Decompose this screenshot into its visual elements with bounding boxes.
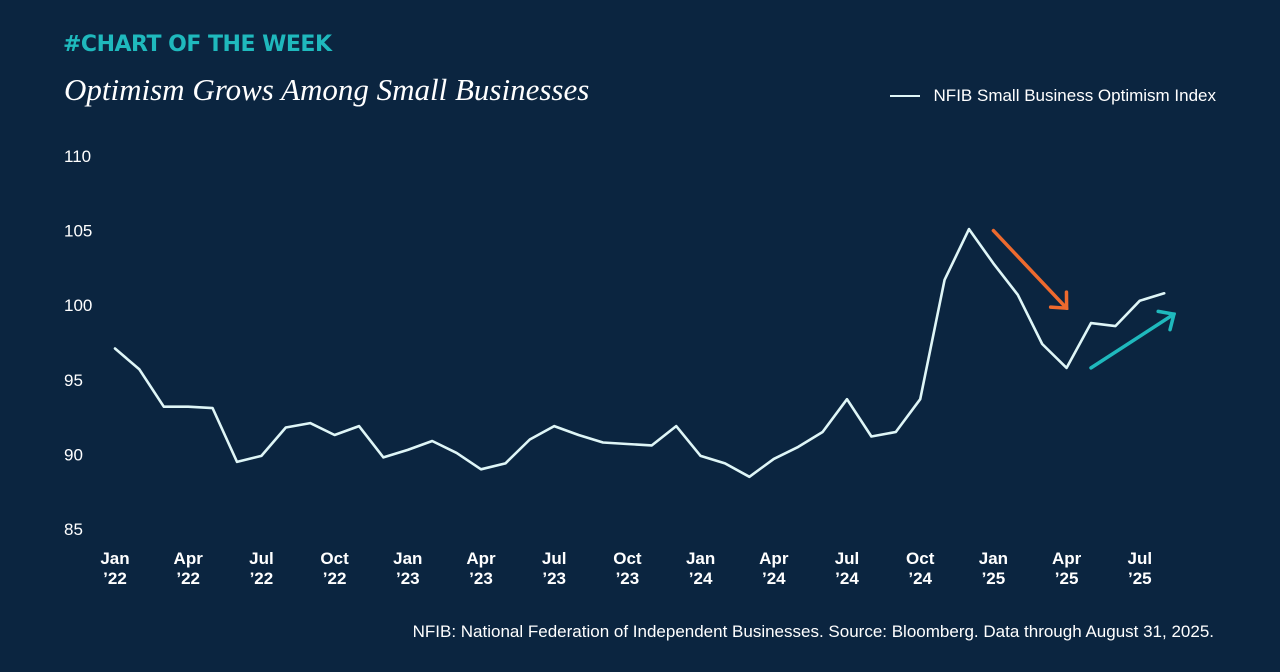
x-tick-label: Jan ’24 [686,549,715,588]
y-tick-label: 105 [64,222,92,241]
x-tick-label: Jul ’24 [835,549,860,588]
x-tick-label: Apr ’25 [1052,549,1082,588]
x-tick-label: Jan ’25 [979,549,1008,588]
x-tick-label: Apr ’23 [466,549,496,588]
legend-swatch [889,95,920,97]
series-line [113,227,1166,479]
y-tick-label: 110 [64,147,91,166]
chart-title: Optimism Grows Among Small Businesses [64,72,590,107]
y-tick-label: 95 [64,371,83,390]
x-tick-label: Jul ’23 [542,549,567,588]
x-tick-label: Jan ’22 [100,549,129,588]
x-tick-label: Jan ’23 [393,549,422,588]
y-tick-label: 85 [64,520,83,539]
kicker-label: #CHART OF THE WEEK [63,32,332,57]
source-footnote: NFIB: National Federation of Independent… [412,622,1214,641]
legend-label: NFIB Small Business Optimism Index [933,86,1216,105]
x-tick-label: Jul ’22 [249,549,274,588]
x-tick-label: Oct ’24 [906,549,935,588]
x-tick-label: Oct ’23 [613,549,642,588]
legend: NFIB Small Business Optimism Index [889,86,1216,106]
trend-arrow-up-shaft [1089,312,1176,370]
x-tick-label: Oct ’22 [320,549,349,588]
x-tick-label: Apr ’22 [174,549,204,588]
trend-arrow-up-head [1156,309,1177,332]
x-tick-label: Apr ’24 [759,549,789,588]
y-tick-label: 100 [64,296,92,315]
trend-arrow-down-shaft [991,228,1069,310]
trend-arrow-down-head [1048,290,1069,311]
y-tick-label: 90 [64,445,83,464]
x-tick-label: Jul ’25 [1128,549,1153,588]
